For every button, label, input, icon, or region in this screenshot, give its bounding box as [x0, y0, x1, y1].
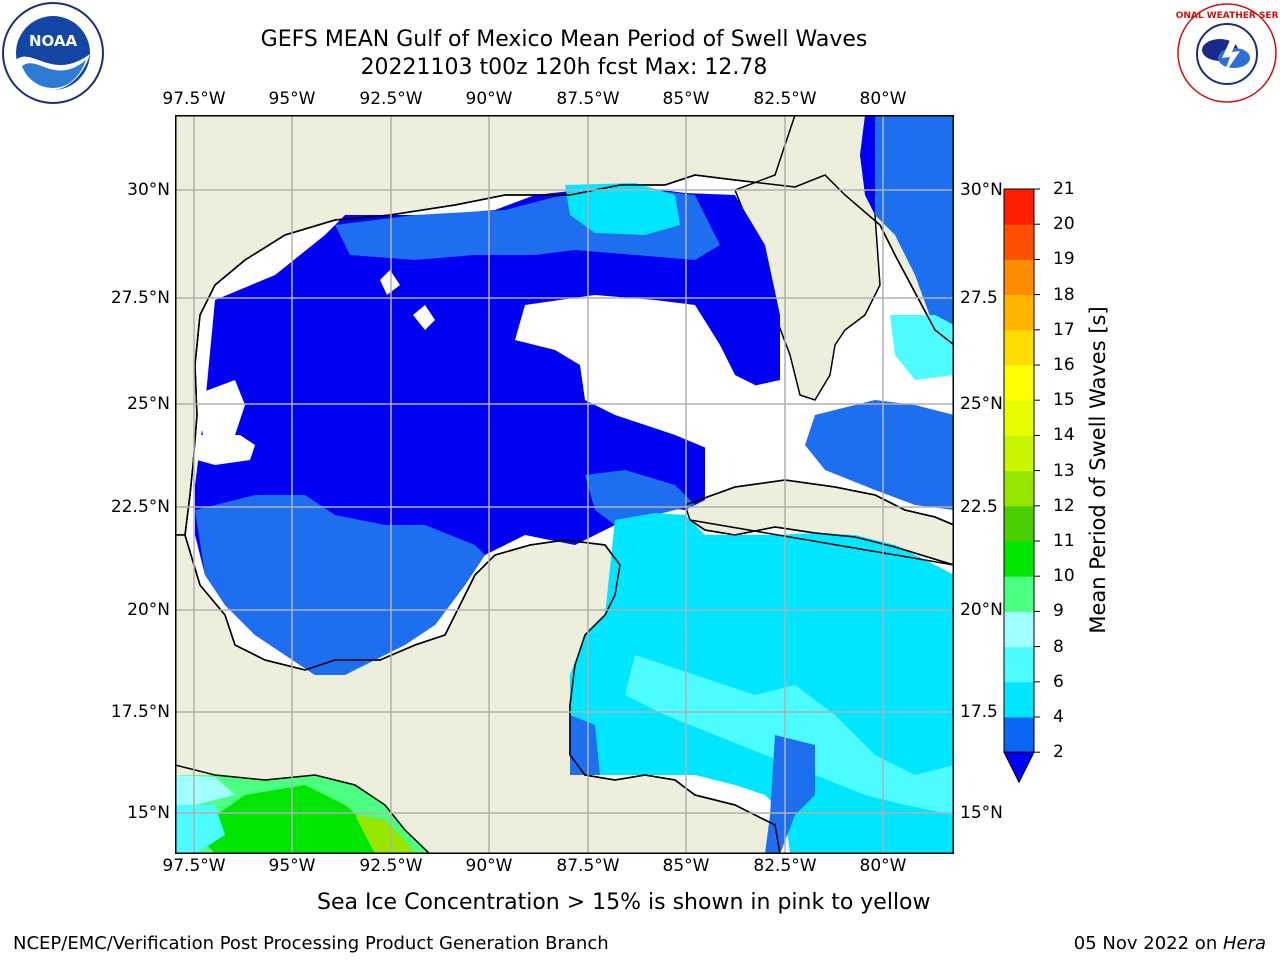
- lon-tick-bottom: 87.5°W: [556, 856, 620, 876]
- colorbar-segment: [1004, 365, 1034, 401]
- chart-title-line1: GEFS MEAN Gulf of Mexico Mean Period of …: [260, 27, 868, 52]
- colorbar-label: 14: [1053, 425, 1075, 446]
- map-gridlines: [175, 115, 954, 854]
- colorbar-segment: [1004, 717, 1034, 753]
- lat-tick-right: 30°N: [960, 180, 1003, 200]
- colorbar-segment: [1004, 646, 1034, 683]
- colorbar-label: 9: [1053, 601, 1064, 622]
- colorbar-segment: [1004, 224, 1034, 260]
- lon-tick-top: 92.5°W: [359, 89, 423, 109]
- colorbar-segment: [1004, 681, 1034, 718]
- chart-title-line2: 20221103 t00z 120h fcst Max: 12.78: [360, 55, 768, 80]
- lon-tick-top: 80°W: [859, 89, 907, 109]
- lon-tick-bottom: 82.5°W: [753, 856, 817, 876]
- lat-tick-left: 30°N: [127, 180, 170, 200]
- colorbar-extend-arrow-icon: [1003, 751, 1035, 784]
- colorbar-label: 16: [1053, 355, 1075, 375]
- lat-tick-right: 15°N: [960, 803, 1003, 823]
- map-frame: [175, 115, 954, 854]
- colorbar-segment: [1004, 541, 1034, 577]
- colorbar-label: 13: [1053, 460, 1075, 481]
- footer-host: Hera: [1222, 933, 1266, 954]
- nws-logo-icon: NATIONAL WEATHER SERVICE: [1176, 3, 1278, 103]
- lon-tick-bottom: 97.5°W: [162, 856, 226, 876]
- lat-tick-right: 25°N: [960, 394, 1003, 414]
- colorbar-label: 20: [1053, 214, 1075, 235]
- colorbar-label: 2: [1053, 742, 1064, 763]
- colorbar-segment: [1004, 576, 1034, 612]
- colorbar-label: 11: [1053, 531, 1075, 551]
- colorbar-title: Mean Period of Swell Waves [s]: [1086, 306, 1110, 634]
- footer-date-text: 05 Nov 2022 on: [1073, 933, 1223, 954]
- colorbar-segment: [1004, 470, 1034, 507]
- lon-tick-top: 85°W: [662, 89, 710, 109]
- colorbar-label: 19: [1053, 249, 1075, 270]
- lon-tick-bottom: 80°W: [859, 856, 907, 876]
- lat-tick-right: 22.5: [960, 497, 998, 517]
- lon-tick-top: 95°W: [268, 89, 316, 109]
- lon-tick-top: 97.5°W: [162, 89, 226, 109]
- lat-tick-left: 25°N: [127, 394, 170, 414]
- coastlines: [175, 174, 954, 854]
- nws-logo-text: NATIONAL WEATHER SERVICE: [1176, 11, 1278, 21]
- map-panel: [175, 115, 954, 854]
- lat-tick-left: 17.5°N: [110, 702, 170, 722]
- colorbar-segment: [1004, 435, 1034, 472]
- noaa-logo-icon: NOAA: [2, 2, 104, 104]
- noaa-logo-text: NOAA: [29, 32, 78, 50]
- lat-tick-left: 27.5°N: [110, 288, 170, 308]
- footer-branch: NCEP/EMC/Verification Post Processing Pr…: [13, 933, 609, 954]
- colorbar-label: 10: [1053, 566, 1075, 587]
- colorbar-segment: [1004, 611, 1034, 648]
- colorbar-label: 4: [1053, 707, 1064, 727]
- lat-tick-right: 20°N: [960, 600, 1003, 620]
- lon-tick-bottom: 90°W: [465, 856, 513, 876]
- lat-tick-left: 15°N: [127, 803, 170, 823]
- lon-tick-top: 90°W: [465, 89, 513, 109]
- colorbar-segment: [1004, 259, 1034, 296]
- lat-tick-left: 20°N: [127, 600, 170, 620]
- colorbar-label: 18: [1053, 284, 1075, 305]
- lat-tick-right: 17.5: [960, 702, 998, 722]
- lat-tick-left: 22.5°N: [110, 497, 170, 517]
- colorbar-segment: [1004, 329, 1034, 366]
- colorbar-label: 15: [1053, 390, 1075, 411]
- colorbar-segment: [1004, 505, 1034, 542]
- colorbar-label: 12: [1053, 495, 1075, 516]
- colorbar: [1003, 188, 1040, 784]
- colorbar-label: 8: [1053, 636, 1064, 657]
- swell-period-field: [175, 115, 954, 854]
- lon-tick-bottom: 95°W: [268, 856, 316, 876]
- sea-ice-note: Sea Ice Concentration > 15% is shown in …: [317, 890, 931, 915]
- lon-tick-bottom: 92.5°W: [359, 856, 423, 876]
- colorbar-label: 17: [1053, 319, 1075, 340]
- colorbar-label: 6: [1053, 671, 1064, 692]
- lat-tick-right: 27.5: [960, 288, 998, 308]
- lon-tick-top: 82.5°W: [753, 89, 817, 109]
- colorbar-segment: [1004, 400, 1034, 436]
- lon-tick-top: 87.5°W: [556, 89, 620, 109]
- colorbar-segment: [1004, 189, 1034, 225]
- lon-tick-bottom: 85°W: [662, 856, 710, 876]
- footer-date: 05 Nov 2022 on Hera: [1074, 933, 1266, 954]
- colorbar-label: 21: [1053, 179, 1075, 199]
- colorbar-segment: [1004, 294, 1034, 331]
